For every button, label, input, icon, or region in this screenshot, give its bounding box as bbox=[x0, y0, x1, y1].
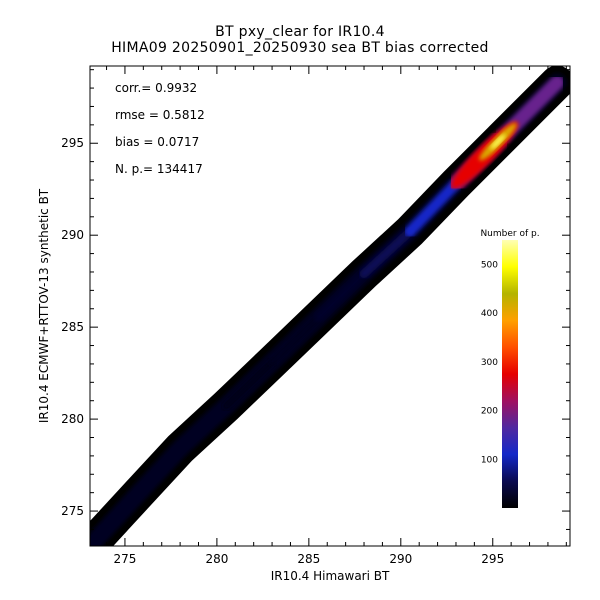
x-tick-label: 280 bbox=[205, 552, 228, 566]
density-core-segment bbox=[268, 314, 322, 366]
colorbar-tick-label: 300 bbox=[481, 358, 498, 368]
stats-box: corr.= 0.9932 rmse = 0.5812 bias = 0.0717 N… bbox=[115, 81, 205, 176]
axes-layer: 275 280 285 290 295 275 280 285 290 295 bbox=[61, 66, 570, 566]
colorbar-tick-label: 400 bbox=[481, 309, 498, 319]
colorbar-tick-label: 200 bbox=[481, 407, 498, 417]
density-core-segment bbox=[359, 227, 415, 279]
x-tick-label: 290 bbox=[389, 552, 412, 566]
density-band bbox=[90, 66, 570, 546]
y-axis-label: IR10.4 ECMWF+RTTOV-13 synthetic BT bbox=[37, 188, 51, 423]
density-core-segment bbox=[222, 358, 276, 410]
stat-line: bias = 0.0717 bbox=[115, 135, 199, 149]
x-tick-label: 295 bbox=[481, 552, 504, 566]
colorbar-label: Number of p. bbox=[480, 229, 539, 239]
colorbar-tick-label: 500 bbox=[481, 260, 498, 270]
x-tick-label: 285 bbox=[297, 552, 320, 566]
colorbar-gradient bbox=[502, 240, 518, 508]
chart-title: BT pxy_clear for IR10.4 bbox=[215, 24, 385, 40]
stat-line: N. p.= 134417 bbox=[115, 162, 203, 176]
y-tick-label: 275 bbox=[61, 504, 84, 518]
stat-line: rmse = 0.5812 bbox=[115, 108, 205, 122]
density-layer bbox=[90, 66, 570, 546]
colorbar-tick-label: 100 bbox=[481, 455, 498, 465]
y-tick-label: 285 bbox=[61, 320, 84, 334]
colorbar: Number of p. 100 200 300 400 500 bbox=[480, 229, 540, 508]
x-axis-label: IR10.4 Himawari BT bbox=[271, 569, 390, 583]
x-tick-label: 275 bbox=[113, 552, 136, 566]
density-core-segment bbox=[404, 178, 462, 238]
plot-frame bbox=[89, 65, 571, 547]
chart-subtitle: HIMA09 20250901_20250930 sea BT bias cor… bbox=[111, 40, 489, 56]
density-peak bbox=[490, 134, 506, 150]
y-tick-label: 295 bbox=[61, 136, 84, 150]
density-core-segment bbox=[314, 270, 368, 322]
y-tick-label: 280 bbox=[61, 412, 84, 426]
stat-line: corr.= 0.9932 bbox=[115, 81, 197, 95]
y-tick-label: 290 bbox=[61, 228, 84, 242]
